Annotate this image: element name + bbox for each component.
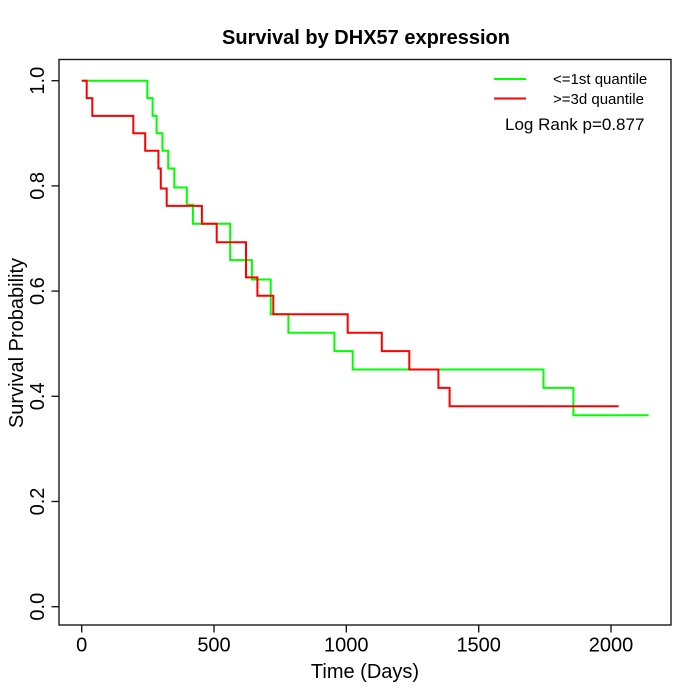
x-axis-label: Time (Days) <box>311 661 419 683</box>
x-tick-label: 500 <box>197 635 230 657</box>
plot-area: 0 500 1000 1500 2000 0.0 0.2 0.4 0.6 0.8 1.0 <box>27 67 649 657</box>
log-rank-note: Log Rank p=0.877 <box>505 115 644 134</box>
x-tick-label: 0 <box>76 635 87 657</box>
chart-title: Survival by DHX57 expression <box>222 27 510 49</box>
y-tick-label: 0.2 <box>27 488 49 516</box>
legend-label-third-quantile: >=3d quantile <box>553 91 644 108</box>
legend: <=1st quantile >=3d quantile Log Rank p=… <box>494 71 647 134</box>
x-tick-label: 2000 <box>589 635 634 657</box>
y-tick-label: 0.6 <box>27 277 49 305</box>
legend-label-first-quantile: <=1st quantile <box>553 71 647 88</box>
plot-box <box>58 58 672 626</box>
x-tick-label: 1000 <box>324 635 369 657</box>
y-tick-label: 0.0 <box>27 593 49 621</box>
y-tick-label: 0.4 <box>27 382 49 410</box>
y-axis-label: Survival Probability <box>6 258 28 428</box>
survival-curve-third-quantile <box>81 79 619 408</box>
y-tick-label: 1.0 <box>27 67 49 95</box>
y-tick-label: 0.8 <box>27 172 49 200</box>
x-tick-label: 1500 <box>456 635 501 657</box>
